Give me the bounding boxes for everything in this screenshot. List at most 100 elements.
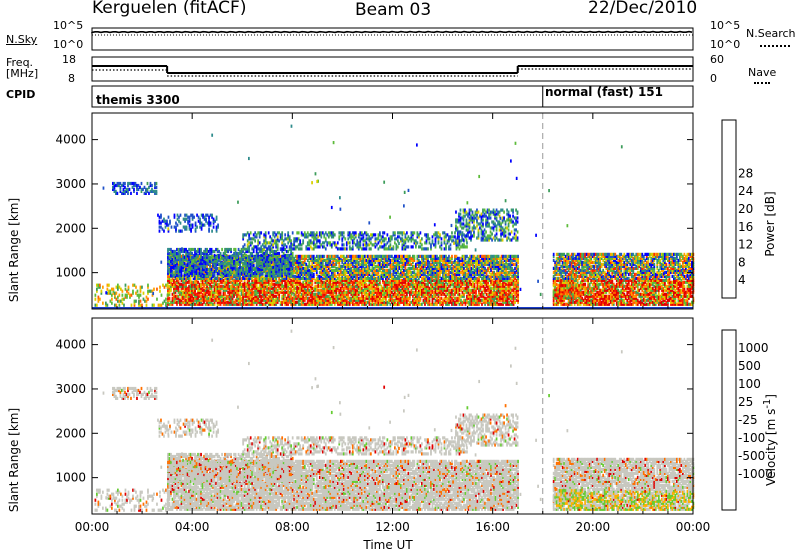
power-cell — [350, 254, 353, 258]
power-cell — [293, 260, 296, 264]
power-cell — [311, 274, 314, 278]
power-cell — [276, 300, 279, 304]
power-cell — [284, 290, 287, 294]
power-cell — [318, 264, 321, 268]
power-cell — [332, 284, 335, 288]
power-cell — [391, 258, 393, 262]
power-cell — [353, 258, 356, 262]
power-cell — [439, 254, 441, 258]
power-cell — [318, 262, 321, 266]
power-cell — [249, 300, 252, 304]
power-cell — [177, 288, 180, 292]
power-cell — [359, 298, 362, 302]
power-cell — [255, 284, 258, 288]
power-cell — [281, 302, 284, 306]
power-cell — [300, 294, 303, 298]
power-cell — [212, 290, 214, 294]
power-cell — [234, 282, 237, 286]
power-cell — [191, 294, 193, 298]
power-cell — [342, 272, 345, 276]
power-cell — [194, 286, 196, 290]
power-cell — [204, 286, 207, 290]
power-cell — [351, 290, 354, 294]
power-cell — [185, 288, 187, 292]
power-cell — [324, 294, 327, 298]
power-cell — [183, 276, 186, 280]
power-cell — [273, 282, 276, 286]
power-cell — [357, 268, 360, 272]
power-cell — [168, 284, 171, 288]
power-cell — [215, 296, 217, 300]
power-cell — [364, 296, 366, 300]
power-cell — [297, 278, 300, 282]
power-cell — [281, 288, 284, 292]
power-cell — [367, 300, 369, 304]
power-cell — [315, 300, 318, 304]
power-cell — [243, 284, 246, 288]
power-cell — [213, 256, 216, 260]
power-cell — [225, 266, 228, 270]
power-cell — [296, 260, 299, 264]
power-cell — [272, 296, 275, 300]
power-cell — [395, 292, 398, 296]
power-cell — [170, 300, 172, 304]
power-cell — [242, 294, 244, 298]
power-cell — [336, 272, 339, 276]
power-cell — [230, 284, 232, 288]
power-cell — [213, 288, 216, 292]
power-cell — [233, 294, 235, 298]
power-cell — [186, 300, 189, 304]
power-cell — [336, 256, 339, 260]
power-cell — [317, 280, 320, 284]
power-cell — [246, 260, 249, 264]
power-cell — [357, 284, 360, 288]
power-cell — [234, 278, 237, 282]
power-cell — [488, 270, 491, 274]
power-cell — [485, 296, 488, 300]
power-cell — [296, 264, 299, 268]
power-cell — [192, 290, 195, 294]
power-cell — [282, 286, 285, 290]
power-cell — [294, 274, 297, 278]
power-cell — [309, 300, 312, 304]
power-cell — [484, 296, 486, 300]
power-cell — [186, 296, 189, 300]
power-cell — [299, 284, 302, 288]
power-cell — [305, 288, 308, 292]
power-cell — [198, 298, 201, 302]
power-cell — [263, 294, 266, 298]
power-cell — [406, 254, 408, 258]
power-cell — [357, 276, 360, 280]
power-cell — [344, 258, 347, 262]
power-cell — [356, 284, 359, 288]
power-cell — [282, 290, 285, 294]
power-cell — [415, 262, 417, 266]
power-cell — [207, 288, 210, 292]
power-cell — [177, 284, 180, 288]
power-cell — [288, 300, 291, 304]
power-cell — [167, 278, 169, 282]
power-cell — [309, 256, 312, 260]
power-cell — [261, 302, 264, 306]
power-cell — [314, 294, 317, 298]
power-cell — [210, 264, 213, 268]
power-cell — [191, 296, 193, 300]
power-cell — [215, 298, 217, 302]
power-cell — [167, 274, 169, 278]
power-cell — [300, 302, 303, 306]
power-cell — [285, 290, 288, 294]
power-cell — [248, 302, 251, 306]
power-cell — [315, 296, 318, 300]
power-cell — [222, 296, 225, 300]
power-cell — [400, 296, 402, 300]
power-cell — [464, 286, 467, 290]
power-cell — [327, 270, 330, 274]
power-cell — [309, 276, 312, 280]
power-cell — [206, 264, 208, 268]
power-cell — [237, 284, 240, 288]
power-cell — [189, 292, 192, 296]
power-cell — [311, 292, 314, 296]
power-cell — [303, 266, 306, 270]
power-cell — [303, 270, 306, 274]
power-cell — [215, 290, 217, 294]
